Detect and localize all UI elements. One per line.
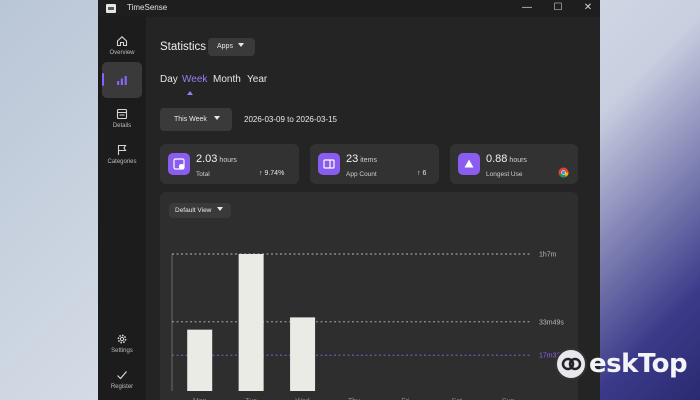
app-window-icon xyxy=(318,153,340,175)
x-tick-label: Wed xyxy=(295,398,309,400)
x-tick-label: Fri xyxy=(401,398,410,400)
sidebar-item-label: Overview xyxy=(109,50,135,56)
x-tick-label: Mon xyxy=(193,398,207,400)
gear-icon xyxy=(117,334,127,344)
x-tick-label: Thu xyxy=(348,398,360,400)
apps-filter-dropdown[interactable]: Apps xyxy=(208,38,255,56)
caret-down-icon xyxy=(213,116,220,120)
sidebar-item-label: Details xyxy=(112,123,132,129)
tab-month[interactable]: Month xyxy=(213,74,241,85)
total-value: 2.03 xyxy=(196,153,218,165)
sidebar-item-overview[interactable]: Overview xyxy=(102,28,142,64)
longest-use-value: 0.88 xyxy=(486,153,508,165)
checkmark-icon xyxy=(117,371,127,380)
flag-icon xyxy=(117,144,127,155)
sidebar-item-statistics[interactable] xyxy=(102,62,142,98)
total-label: Total xyxy=(196,171,210,178)
watermark-logo xyxy=(555,348,587,380)
week-range-label: This Week xyxy=(174,116,207,123)
chrome-icon xyxy=(558,167,569,178)
sidebar: Overview Details Categories xyxy=(98,17,146,400)
total-time-card: 2.03 hours Total ↑ 9.74% xyxy=(160,144,299,184)
longest-use-card: 0.88 hours Longest Use xyxy=(450,144,578,184)
home-icon xyxy=(116,36,128,47)
sidebar-item-settings[interactable]: Settings xyxy=(102,326,142,362)
x-tick-label: Sat xyxy=(452,398,463,400)
watermark-text: eskTop xyxy=(589,349,688,379)
sidebar-item-register[interactable]: Register xyxy=(102,362,142,398)
usage-bar-chart: 1h7m 33m49s 17m32s Mon Tue Wed Thu Fri Sat Sun xyxy=(171,252,564,400)
app-count-delta: ↑ 6 xyxy=(417,170,427,177)
app-count-unit: items xyxy=(360,157,377,164)
tab-day[interactable]: Day xyxy=(160,74,178,85)
x-tick-label: Sun xyxy=(502,398,515,400)
caret-down-icon xyxy=(217,207,224,211)
triangle-icon xyxy=(458,153,480,175)
chart-view-dropdown[interactable]: Default View xyxy=(169,203,231,218)
usage-chart-panel: Default View 1h7m 33m49s 17m32s Mon Tue Wed Th… xyxy=(160,192,578,400)
app-count-card: 23 items App Count ↑ 6 xyxy=(310,144,439,184)
app-window: TimeSense — ☐ ✕ Overview Details xyxy=(98,0,600,400)
tab-week[interactable]: Week xyxy=(182,74,208,85)
longest-use-unit: hours xyxy=(509,157,527,164)
apps-filter-label: Apps xyxy=(217,43,233,50)
maximize-button[interactable]: ☐ xyxy=(553,2,563,13)
active-indicator xyxy=(102,73,104,86)
sidebar-item-categories[interactable]: Categories xyxy=(102,137,142,173)
x-tick-label: Tue xyxy=(245,398,257,400)
page-title: Statistics xyxy=(160,41,207,53)
selected-tab-indicator xyxy=(187,91,193,95)
sidebar-item-label: Register xyxy=(110,384,134,390)
reference-line-label: 17m32s xyxy=(539,353,564,360)
title-bar: TimeSense — ☐ ✕ xyxy=(98,0,600,17)
caret-down-icon xyxy=(237,43,244,47)
main-content: Statistics Apps Day Week Month Year This… xyxy=(146,17,600,400)
total-delta: ↑ 9.74% xyxy=(259,170,285,177)
total-unit: hours xyxy=(219,157,237,164)
date-range-text: 2026-03-09 to 2026-03-15 xyxy=(244,115,337,124)
bar-mon xyxy=(187,329,213,391)
clock-icon xyxy=(168,153,190,175)
app-count-label: App Count xyxy=(346,171,377,178)
week-range-dropdown[interactable]: This Week xyxy=(160,108,232,131)
longest-use-label: Longest Use xyxy=(486,171,523,178)
app-count-value: 23 xyxy=(346,153,359,165)
sidebar-item-details[interactable]: Details xyxy=(102,101,142,137)
bar-tue xyxy=(238,254,264,391)
minimize-button[interactable]: — xyxy=(522,2,532,13)
app-logo-icon xyxy=(106,4,116,13)
bar-chart-icon xyxy=(117,76,127,85)
watermark: eskTop xyxy=(555,348,695,382)
bar-wed xyxy=(290,317,316,391)
chart-view-label: Default View xyxy=(175,207,212,214)
sidebar-item-label: Categories xyxy=(107,159,137,165)
close-button[interactable]: ✕ xyxy=(583,2,593,13)
list-icon xyxy=(116,108,128,120)
window-title: TimeSense xyxy=(127,3,168,12)
tab-year[interactable]: Year xyxy=(247,74,268,85)
sidebar-item-label: Settings xyxy=(111,348,133,354)
reference-line-label: 33m49s xyxy=(539,319,564,326)
reference-line-label: 1h7m xyxy=(539,252,557,259)
